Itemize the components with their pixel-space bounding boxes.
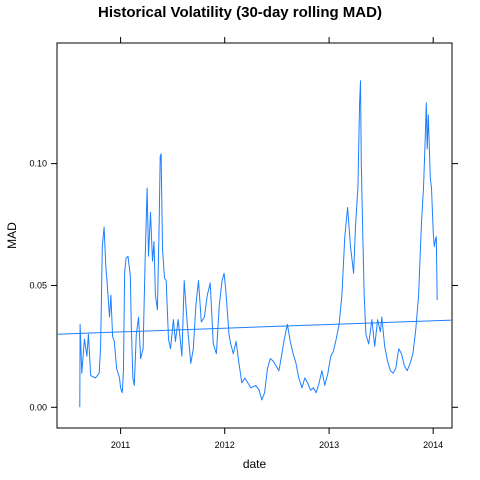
x-axis-label: date — [243, 457, 267, 471]
y-tick-label-0: 0.00 — [29, 402, 47, 412]
y-tick-label-2: 0.10 — [29, 159, 47, 169]
x-tick-label-2012: 2012 — [215, 440, 235, 450]
axis-ticks: 2011 2012 2013 2014 0.00 0.05 0.10 — [29, 37, 458, 450]
y-tick-label-1: 0.05 — [29, 280, 47, 290]
x-tick-label-2011: 2011 — [111, 440, 130, 450]
plot-panel — [56, 42, 453, 429]
data-series — [56, 80, 453, 408]
chart-title: Historical Volatility (30-day rolling MA… — [98, 4, 382, 21]
x-tick-label-2014: 2014 — [423, 440, 443, 450]
mad-series-line — [79, 80, 438, 408]
y-axis-label: MAD — [5, 222, 19, 249]
x-tick-label-2013: 2013 — [319, 440, 339, 450]
trend-line — [56, 319, 453, 335]
